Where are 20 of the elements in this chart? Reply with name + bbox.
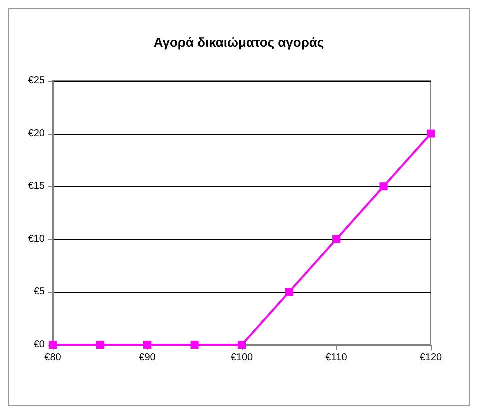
point <box>144 341 152 349</box>
point <box>96 341 104 349</box>
x-tick-label: €80 <box>44 352 62 364</box>
point <box>238 341 246 349</box>
y-tick-label: €5 <box>34 286 46 298</box>
x-tick-label: €90 <box>139 352 156 364</box>
point <box>285 288 294 296</box>
y-tick-label: €20 <box>28 128 46 140</box>
y-tick-label: €0 <box>34 340 46 350</box>
point <box>380 182 388 191</box>
y-tick-label: €15 <box>28 181 46 192</box>
point <box>332 235 340 244</box>
x-tick-label: €120 <box>420 352 443 364</box>
x-tick-label: €100 <box>230 352 254 364</box>
y-tick-label: €25 <box>28 76 46 86</box>
x-tick-label: €110 <box>326 352 348 364</box>
point <box>427 130 435 138</box>
chart-title: Αγορά δικαιώματος αγοράς <box>154 35 324 50</box>
point <box>190 341 199 349</box>
y-tick-label: €10 <box>28 234 46 245</box>
